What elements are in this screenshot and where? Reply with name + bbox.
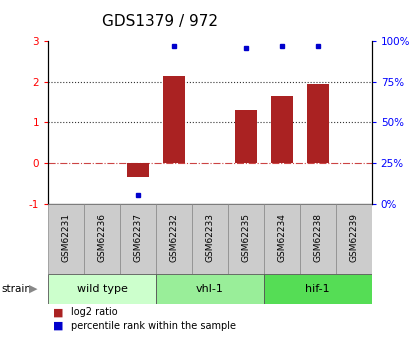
Text: percentile rank within the sample: percentile rank within the sample — [71, 321, 236, 331]
Text: log2 ratio: log2 ratio — [71, 307, 118, 317]
Bar — [235, 110, 257, 163]
Bar — [156, 204, 192, 274]
Bar — [48, 204, 84, 274]
Text: hif-1: hif-1 — [305, 284, 330, 294]
Text: strain: strain — [2, 284, 31, 294]
Text: GSM62233: GSM62233 — [205, 213, 215, 262]
Bar — [264, 274, 372, 304]
Bar — [336, 204, 372, 274]
Bar — [48, 274, 156, 304]
Bar — [300, 204, 336, 274]
Text: vhl-1: vhl-1 — [196, 284, 224, 294]
Bar — [84, 204, 120, 274]
Text: ■: ■ — [52, 307, 63, 317]
Text: GSM62235: GSM62235 — [241, 213, 250, 262]
Text: GSM62234: GSM62234 — [277, 213, 286, 262]
Bar — [127, 163, 149, 177]
Bar — [156, 274, 264, 304]
Bar — [271, 96, 293, 163]
Text: GSM62238: GSM62238 — [313, 213, 322, 262]
Bar — [192, 204, 228, 274]
Bar — [264, 204, 300, 274]
Text: GSM62239: GSM62239 — [349, 213, 358, 262]
Text: ■: ■ — [52, 321, 63, 331]
Text: GSM62231: GSM62231 — [62, 213, 71, 262]
Text: GSM62236: GSM62236 — [98, 213, 107, 262]
Bar — [307, 84, 328, 163]
Text: GDS1379 / 972: GDS1379 / 972 — [102, 14, 218, 29]
Bar — [163, 76, 185, 163]
Text: wild type: wild type — [77, 284, 128, 294]
Text: ▶: ▶ — [29, 284, 37, 294]
Text: GSM62232: GSM62232 — [170, 213, 178, 262]
Bar — [120, 204, 156, 274]
Bar — [228, 204, 264, 274]
Text: GSM62237: GSM62237 — [134, 213, 143, 262]
